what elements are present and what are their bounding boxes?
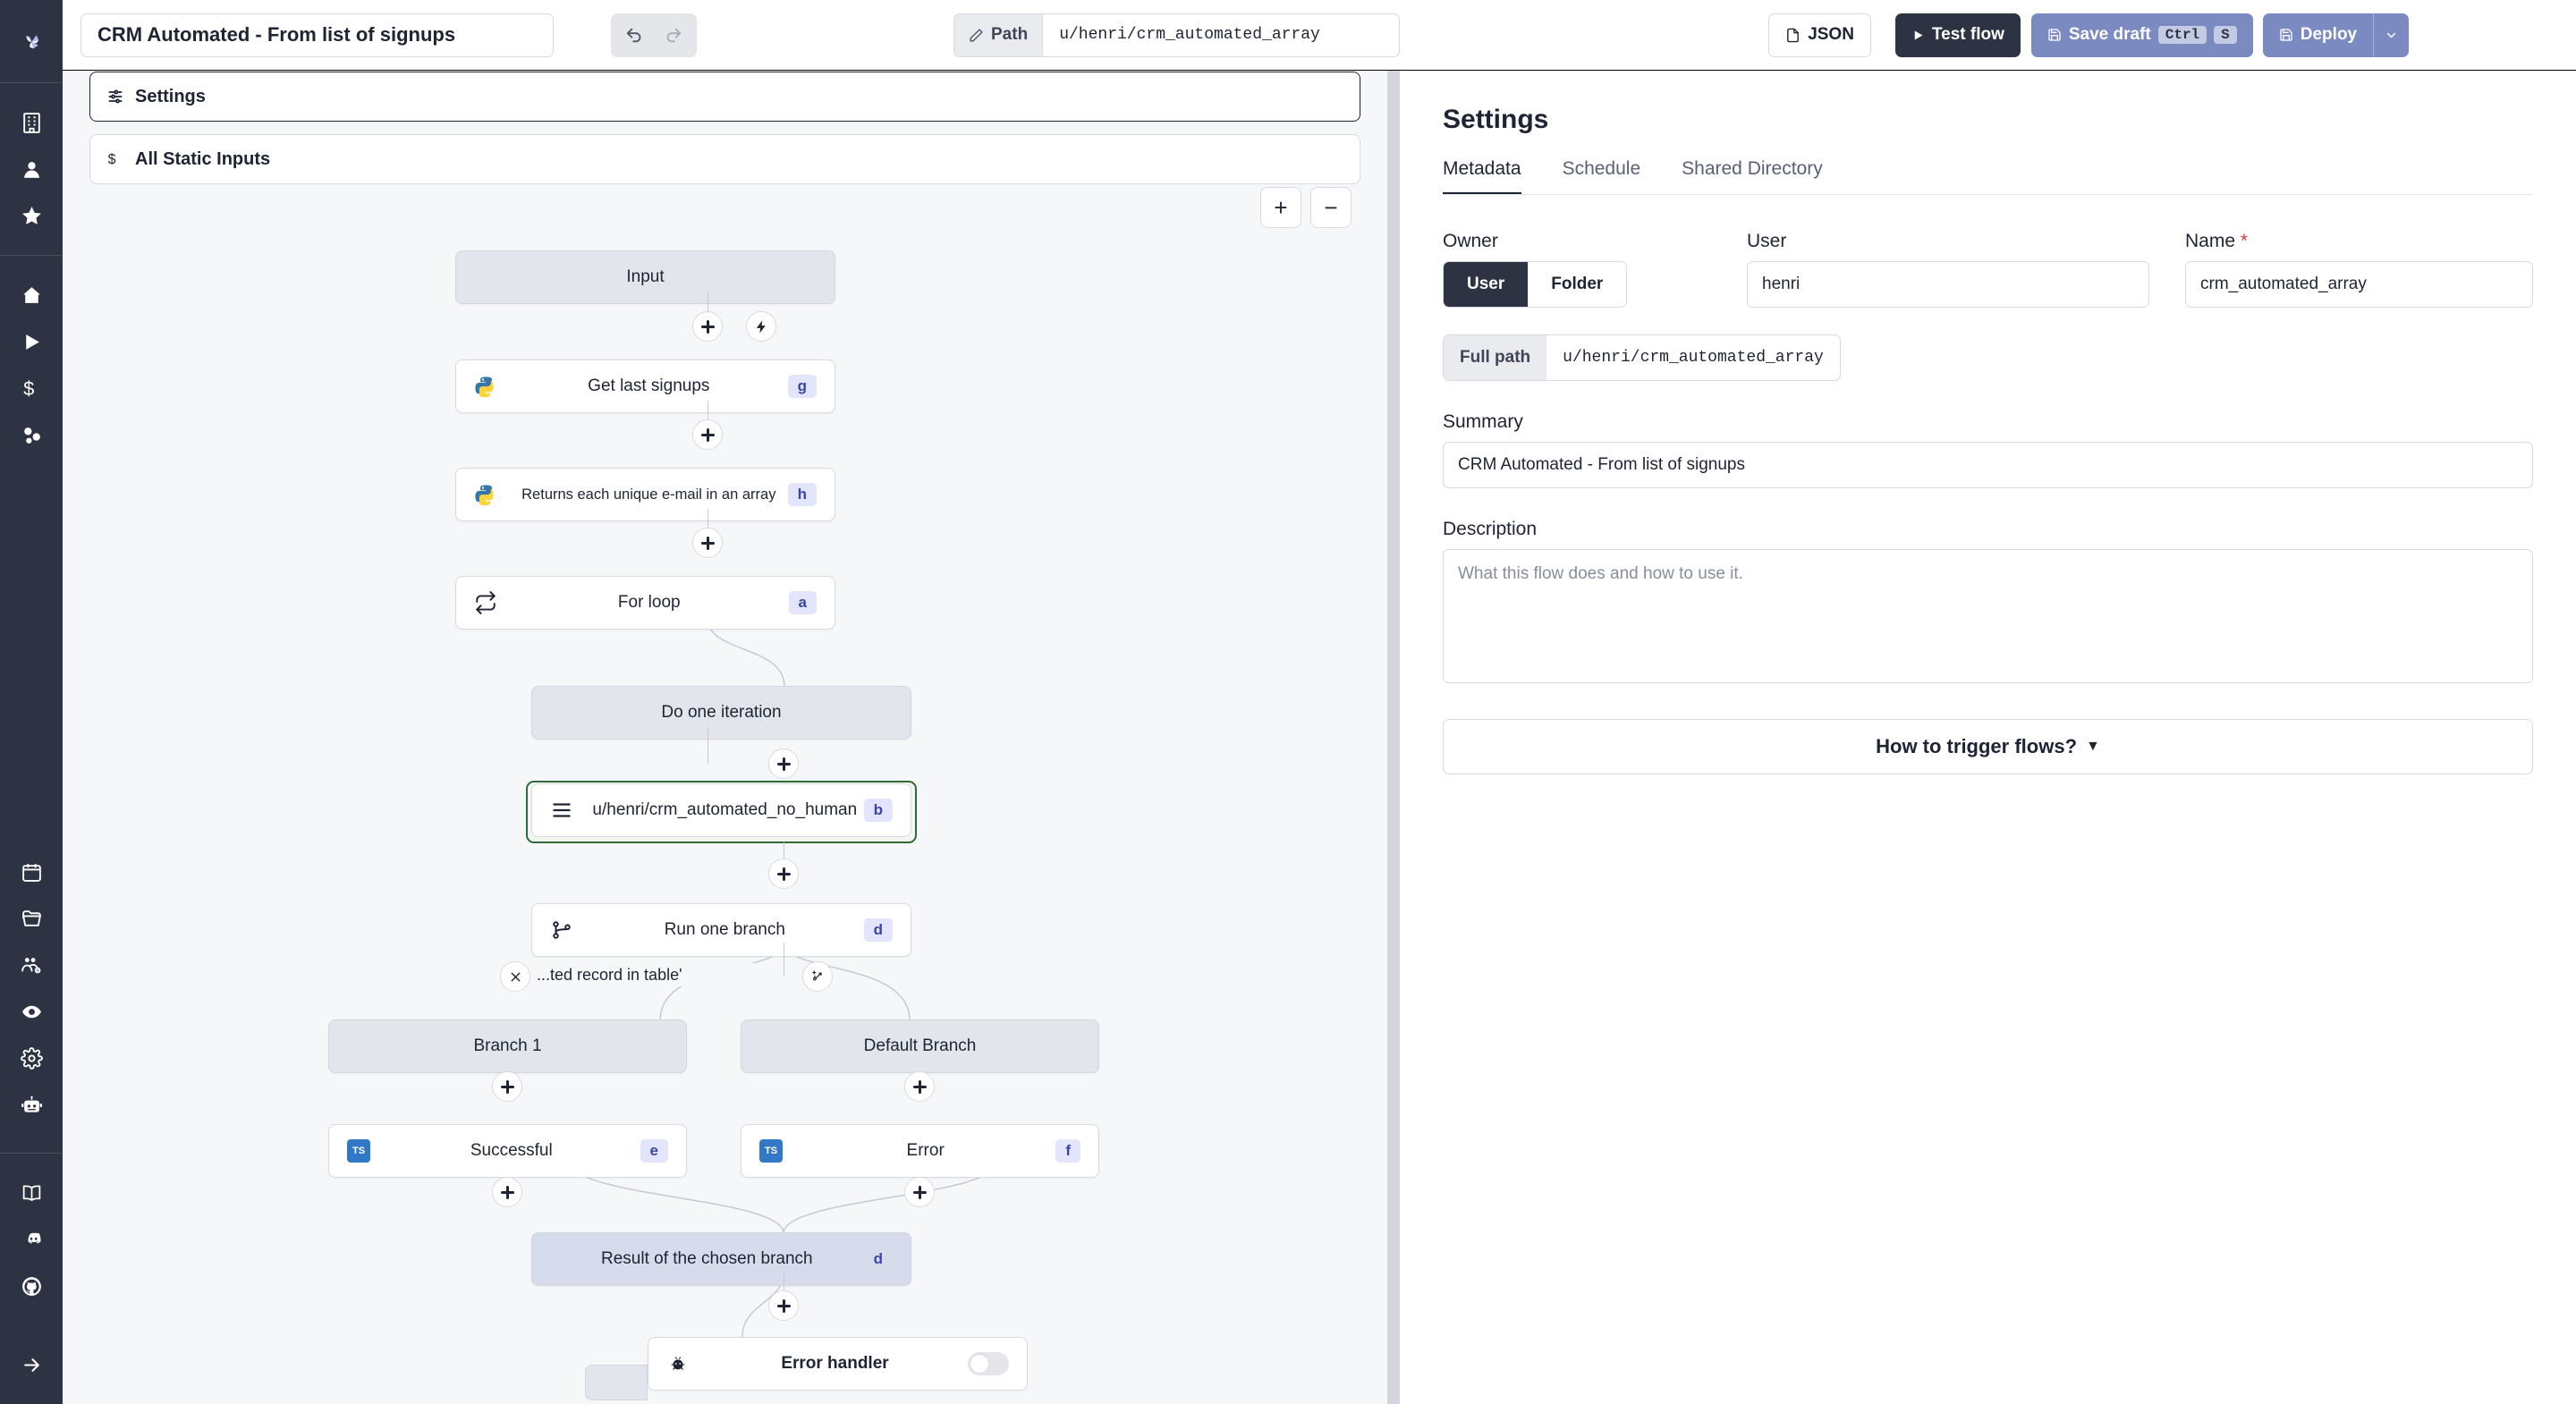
svg-text:$: $ <box>23 377 34 400</box>
